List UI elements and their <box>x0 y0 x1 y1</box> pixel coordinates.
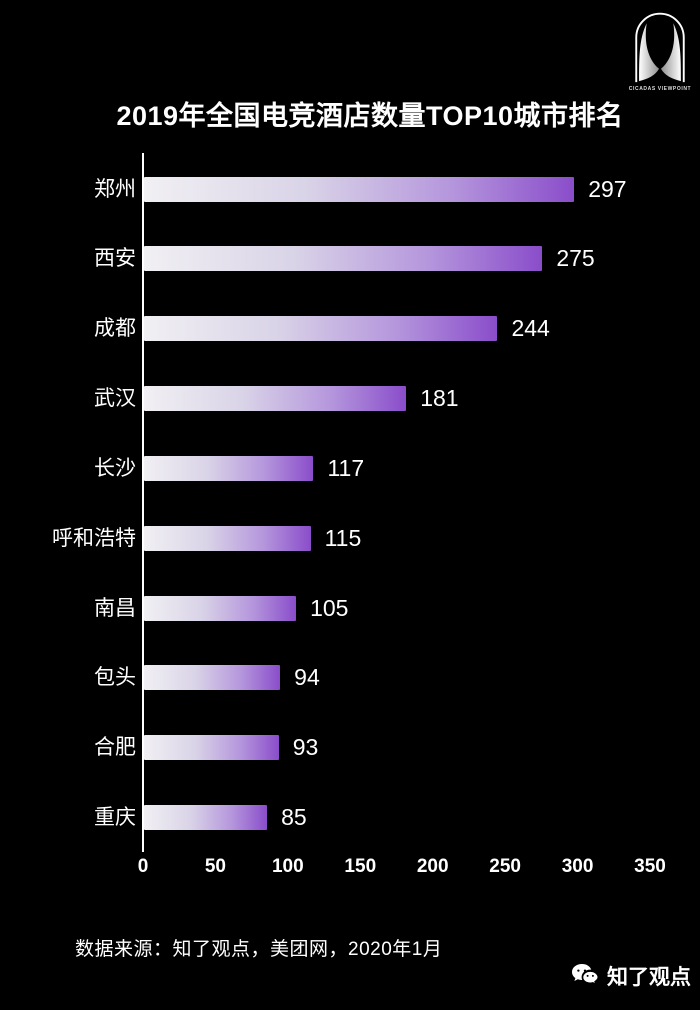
bar-row: 包头 94 <box>0 664 700 691</box>
bar-row: 成都 244 <box>0 315 700 342</box>
x-tick-label: 250 <box>489 856 521 877</box>
brand-logo-caption: CICADAS VIEWPOINT <box>628 86 692 92</box>
cicada-arch-icon <box>635 12 685 83</box>
wechat-account-name: 知了观点 <box>607 966 691 989</box>
bar-row: 合肥 93 <box>0 734 700 761</box>
x-tick-label: 100 <box>271 856 304 877</box>
chart-title: 2019年全国电竞酒店数量TOP10城市排名 <box>116 101 624 131</box>
bar <box>144 386 407 412</box>
value-label: 94 <box>294 664 320 691</box>
value-label: 297 <box>588 175 627 202</box>
city-label: 西安 <box>94 247 136 271</box>
city-label: 郑州 <box>94 177 136 201</box>
value-label: 115 <box>324 524 362 551</box>
bar-row: 西安 275 <box>0 245 700 272</box>
x-tick-label: 0 <box>137 856 149 877</box>
value-label: 244 <box>511 315 550 342</box>
y-axis-line <box>142 153 144 852</box>
bar-row: 武汉 181 <box>0 385 700 412</box>
city-label: 呼和浩特 <box>52 526 136 550</box>
x-tick-label: 350 <box>634 856 666 877</box>
city-label: 南昌 <box>94 596 136 620</box>
city-label: 武汉 <box>94 387 136 411</box>
bar <box>144 246 543 272</box>
city-label: 重庆 <box>94 806 136 830</box>
bar-row: 长沙 117 <box>0 454 700 481</box>
value-label: 105 <box>310 594 349 621</box>
wechat-icon <box>572 964 599 985</box>
value-label: 85 <box>281 804 307 831</box>
city-label: 包头 <box>94 666 136 690</box>
bar <box>144 595 297 621</box>
city-label: 成都 <box>94 317 136 341</box>
data-source-text: 数据来源：知了观点，美团网，2020年1月 <box>75 939 443 960</box>
brand-logo: CICADAS VIEWPOINT <box>626 8 694 92</box>
city-label: 合肥 <box>94 736 136 760</box>
bar-row: 郑州 297 <box>0 175 700 202</box>
value-label: 181 <box>420 385 459 412</box>
bar <box>144 805 268 831</box>
bar <box>144 665 281 691</box>
bar-row: 重庆 85 <box>0 804 700 831</box>
bar-row: 呼和浩特 115 <box>0 524 700 551</box>
bar <box>144 525 311 551</box>
bar <box>144 316 498 342</box>
x-tick-label: 200 <box>416 856 449 877</box>
bar-row: 南昌 105 <box>0 594 700 621</box>
value-label: 93 <box>292 734 319 761</box>
city-label: 长沙 <box>94 456 136 480</box>
value-label: 117 <box>327 454 365 481</box>
value-label: 275 <box>556 245 595 272</box>
x-tick-label: 50 <box>204 856 226 877</box>
bar <box>144 735 279 761</box>
bar <box>144 455 314 481</box>
wechat-badge: 知了观点 <box>571 960 691 992</box>
bar <box>144 176 575 202</box>
x-tick-label: 300 <box>561 856 594 877</box>
x-tick-label: 150 <box>344 856 377 877</box>
